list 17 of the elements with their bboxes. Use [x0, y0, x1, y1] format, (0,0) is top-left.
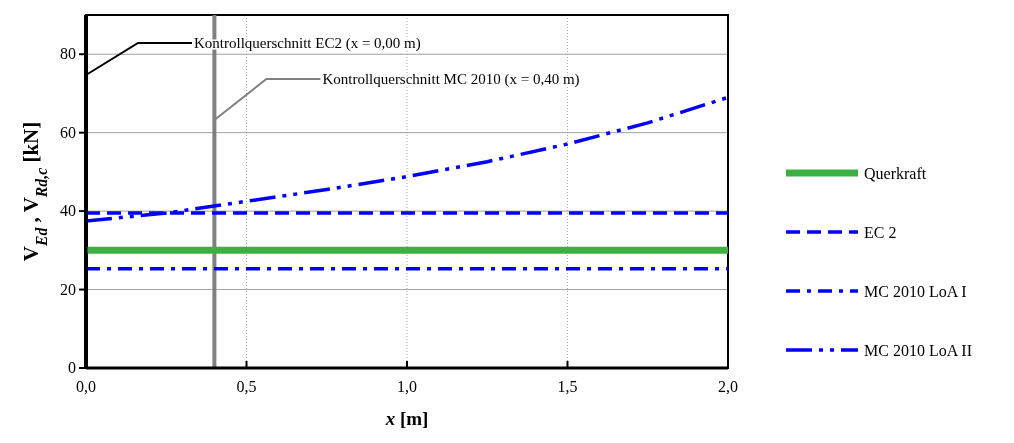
x-tick-label: 2,0 [718, 378, 738, 395]
legend-label: MC 2010 LoA II [864, 342, 972, 359]
y-tick-label: 60 [60, 123, 76, 141]
x-tick-label: 1,5 [557, 378, 578, 395]
y-tick-label: 40 [60, 202, 76, 220]
ref-line-label: Kontrollquerschnitt MC 2010 (x = 0,40 m) [322, 71, 580, 88]
legend-label: Querkraft [864, 165, 927, 182]
x-tick-label: 0,0 [76, 378, 96, 395]
x-tick-label: 0,5 [236, 378, 257, 395]
x-axis-title: x [m] [384, 408, 429, 429]
x-tick-label: 1,0 [397, 378, 417, 395]
ref-line-label: Kontrollquerschnitt EC2 (x = 0,00 m) [194, 35, 421, 52]
y-tick-label: 0 [68, 359, 76, 376]
legend-label: MC 2010 LoA I [864, 283, 967, 300]
y-tick-label: 20 [60, 280, 76, 298]
y-tick-label: 80 [60, 45, 76, 63]
legend-label: EC 2 [864, 224, 897, 241]
